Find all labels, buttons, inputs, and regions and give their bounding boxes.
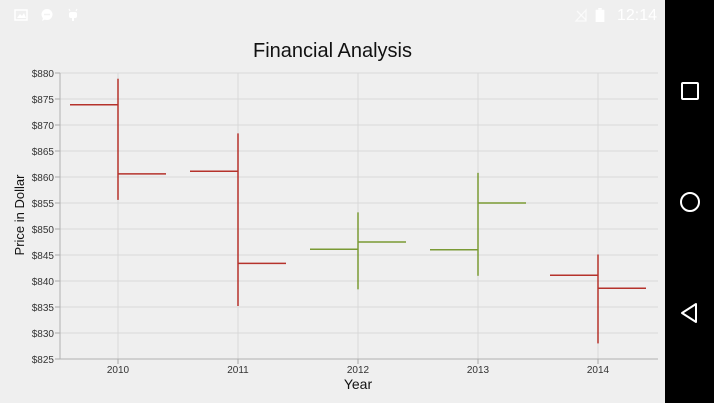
hloc-point-2014[interactable]	[550, 254, 646, 344]
x-tick-label: 2013	[467, 365, 490, 376]
recents-square-icon[interactable]	[677, 78, 703, 104]
hloc-point-2010[interactable]	[70, 78, 166, 200]
y-tick-label: $835	[32, 303, 55, 314]
y-tick-label: $830	[32, 329, 55, 340]
signal-off-icon	[574, 8, 587, 22]
y-tick-label: $850	[32, 225, 55, 236]
chart-title: Financial Analysis	[253, 40, 412, 62]
back-triangle-icon[interactable]	[677, 300, 703, 326]
x-tick-label: 2014	[587, 365, 610, 376]
image-icon	[14, 9, 28, 21]
x-tick-label: 2011	[227, 365, 249, 376]
x-tick-label: 2010	[107, 365, 130, 376]
y-tick-label: $855	[32, 199, 55, 210]
y-tick-label: $875	[32, 95, 55, 106]
y-tick-label: $860	[32, 173, 55, 184]
y-tick-label: $865	[32, 147, 55, 158]
y-tick-label: $840	[32, 277, 55, 288]
hloc-point-2013[interactable]	[430, 172, 526, 276]
hloc-point-2011[interactable]	[190, 133, 286, 306]
status-bar: 12:14	[0, 0, 665, 32]
x-axis-label: Year	[344, 376, 373, 392]
android-debug-icon	[68, 8, 78, 21]
series-layer	[70, 78, 646, 344]
axes: $825 $830 $835 $840 $845 $850 $855 $860 $865 $870…	[32, 69, 658, 376]
gridlines	[60, 72, 658, 360]
y-axis-label: Price in Dollar	[12, 174, 27, 256]
chat-bubble-icon	[41, 9, 53, 21]
app-screen: 12:14 Financial Analysis $825 $830 $835 $84…	[0, 0, 665, 392]
x-tick-label: 2012	[347, 365, 370, 376]
chart: $825 $830 $835 $840 $845 $850 $855 $860 $865 $870…	[12, 69, 658, 392]
hloc-point-2012[interactable]	[310, 212, 406, 290]
y-tick-label: $880	[32, 69, 55, 80]
y-tick-label: $825	[32, 355, 55, 366]
battery-icon	[595, 8, 605, 22]
status-time: 12:14	[616, 7, 657, 24]
y-tick-label: $845	[32, 251, 55, 262]
home-circle-icon[interactable]	[677, 189, 703, 215]
y-tick-label: $870	[32, 121, 55, 132]
navigation-bar	[665, 0, 714, 403]
